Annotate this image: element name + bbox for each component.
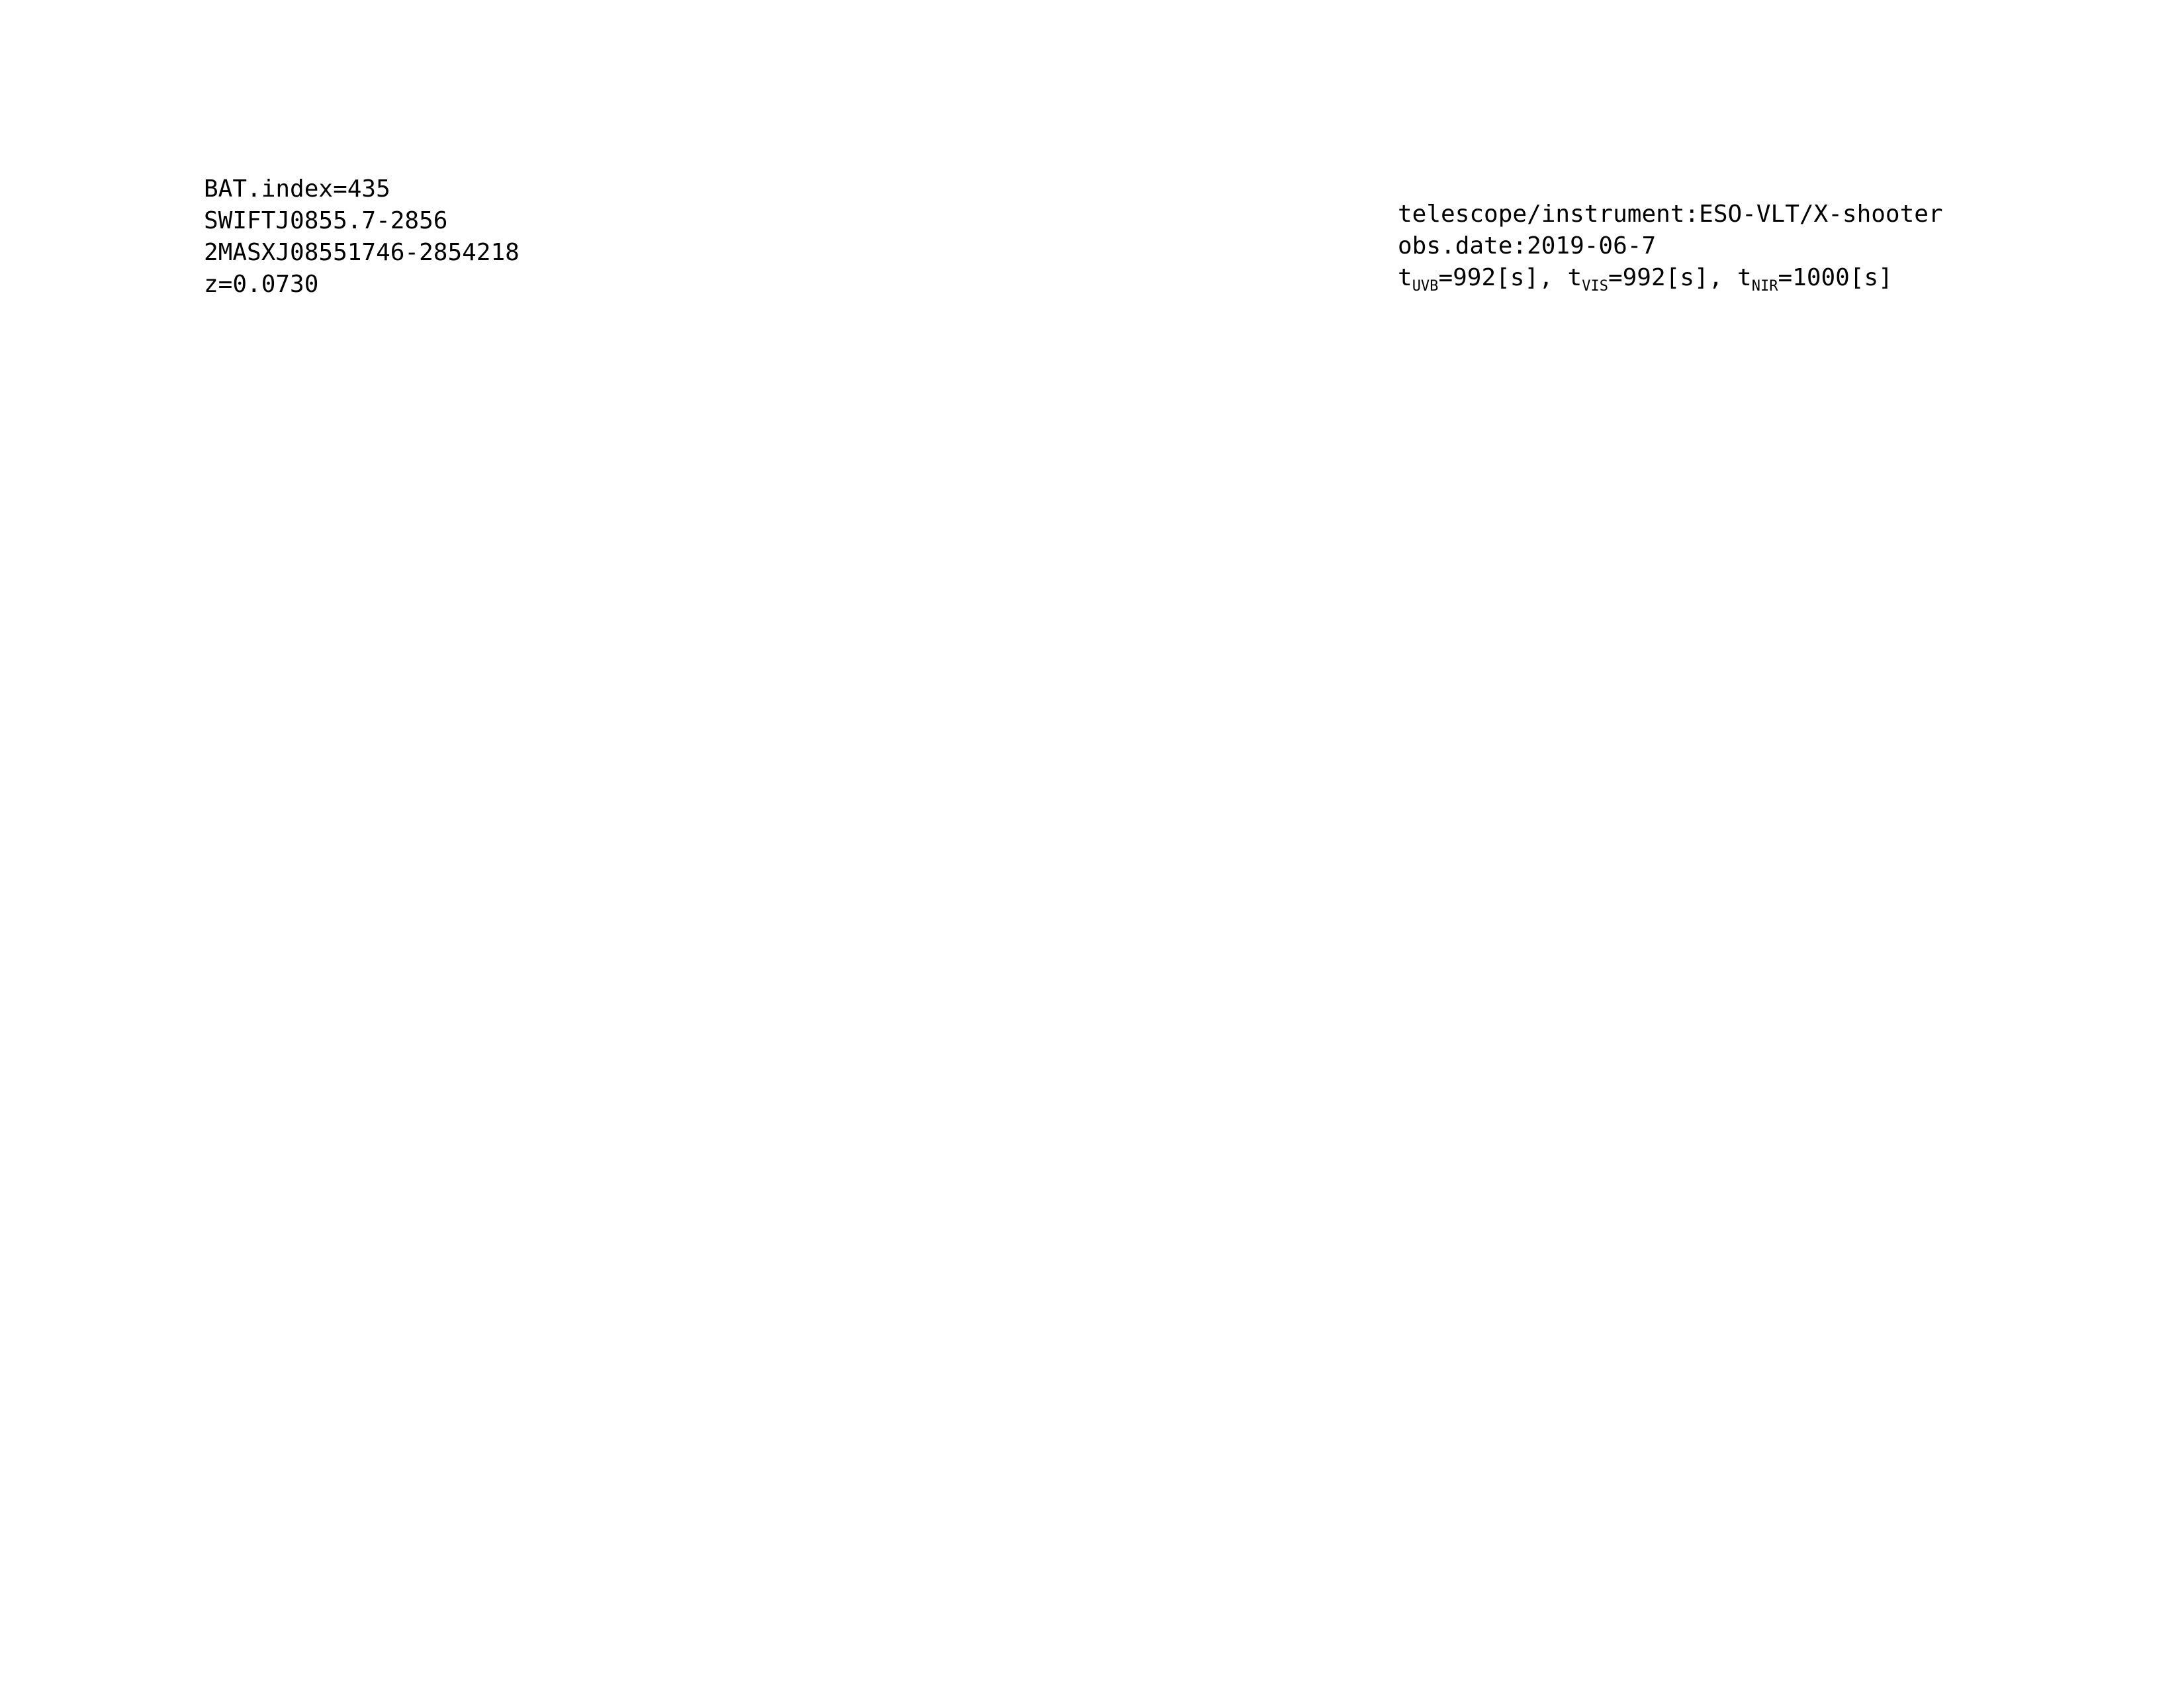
redshift: z=0.0730 — [204, 271, 319, 298]
exposure-times: tUVB=992[s], tVIS=992[s], tNIR=1000[s] — [1398, 264, 1893, 295]
instrument: telescope/instrument:ESO-VLT/X-shooter — [1398, 201, 1943, 228]
bat-index: BAT.index=435 — [204, 175, 390, 203]
swift-name: SWIFTJ0855.7-2856 — [204, 207, 448, 234]
counterpart-name: 2MASXJ08551746-2854218 — [204, 239, 520, 266]
obs-date: obs.date:2019-06-7 — [1398, 232, 1657, 259]
observation-info: telescope/instrument:ESO-VLT/X-shooter ob… — [1398, 199, 1943, 303]
object-info: BAT.index=435 SWIFTJ0855.7-2856 2MASXJ0855… — [204, 173, 520, 301]
